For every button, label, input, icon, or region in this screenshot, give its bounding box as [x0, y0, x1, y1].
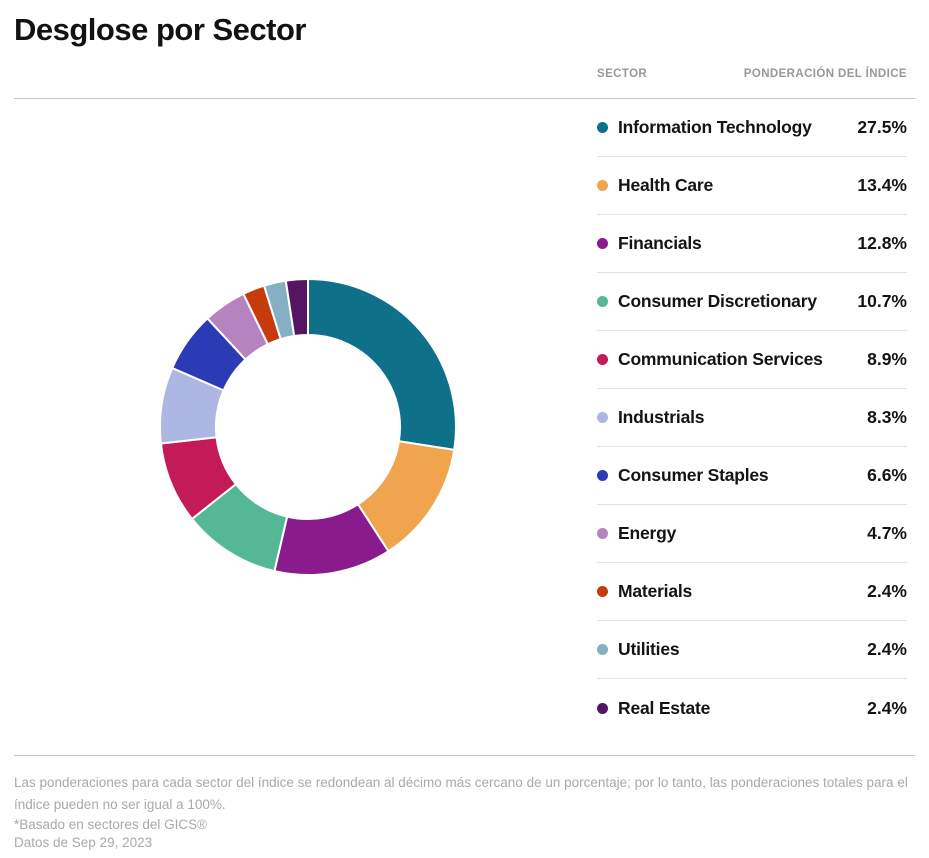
sector-label: Communication Services [618, 349, 823, 369]
legend-bullet [597, 296, 608, 307]
legend-bullet [597, 122, 608, 133]
sector-label: Utilities [618, 639, 680, 659]
legend-bullet [597, 238, 608, 249]
sector-label: Health Care [618, 175, 714, 195]
legend-bullet [597, 354, 608, 365]
table-row: Real Estate 2.4% [597, 679, 907, 737]
sector-weight: 10.7% [857, 291, 907, 311]
table-row: Utilities 2.4% [597, 621, 907, 679]
footer-divider [14, 755, 915, 756]
table-row: Industrials 8.3% [597, 389, 907, 447]
sector-label: Industrials [618, 407, 705, 427]
table-row: Energy 4.7% [597, 505, 907, 563]
sector-weight: 8.3% [867, 407, 907, 427]
sector-label: Materials [618, 581, 693, 601]
sector-label: Consumer Staples [618, 465, 769, 485]
table-row: Consumer Discretionary 10.7% [597, 273, 907, 331]
sector-weight: 6.6% [867, 465, 907, 485]
donut-slice[interactable] [307, 278, 457, 451]
table-row: Information Technology 27.5% [597, 99, 907, 157]
table-row: Consumer Staples 6.6% [597, 447, 907, 505]
legend-bullet [597, 412, 608, 423]
sector-weight: 4.7% [867, 523, 907, 543]
sector-label: Information Technology [618, 117, 812, 137]
sector-weight: 8.9% [867, 349, 907, 369]
column-header-weight: PONDERACIÓN DEL ÍNDICE [743, 68, 907, 80]
sector-weight: 2.4% [867, 639, 907, 659]
table-row: Financials 12.8% [597, 215, 907, 273]
table-row: Health Care 13.4% [597, 157, 907, 215]
donut-chart [158, 277, 458, 577]
legend-bullet [597, 586, 608, 597]
footnote-rounding: Las ponderaciones para cada sector del í… [14, 775, 908, 812]
page-title: Desglose por Sector [14, 12, 306, 47]
sector-label: Energy [618, 523, 677, 543]
legend-bullet [597, 644, 608, 655]
sector-label: Financials [618, 233, 702, 253]
sector-label: Consumer Discretionary [618, 291, 817, 311]
sector-weight: 13.4% [857, 175, 907, 195]
footnote-date: Datos de Sep 29, 2023 [14, 835, 153, 850]
donut-chart-svg [159, 278, 457, 576]
sector-label: Real Estate [618, 697, 711, 718]
sector-weight-table: Information Technology 27.5% Health Care… [597, 99, 907, 737]
legend-bullet [597, 702, 608, 714]
legend-bullet [597, 470, 608, 481]
sector-weight: 27.5% [857, 117, 907, 137]
table-row: Materials 2.4% [597, 563, 907, 621]
footnotes: Las ponderaciones para cada sector del í… [14, 772, 915, 852]
sector-weight: 12.8% [857, 233, 907, 253]
column-header-sector: SECTOR [597, 68, 648, 80]
legend-bullet [597, 180, 608, 191]
header-divider [14, 98, 915, 99]
table-row: Communication Services 8.9% [597, 331, 907, 389]
legend-bullet [597, 528, 608, 539]
sector-weight: 2.4% [867, 697, 907, 718]
table-header-row: SECTOR PONDERACIÓN DEL ÍNDICE [597, 68, 907, 80]
sector-weight: 2.4% [867, 581, 907, 601]
footnote-gics: *Basado en sectores del GICS® [14, 817, 208, 832]
donut-slice[interactable] [284, 278, 309, 338]
